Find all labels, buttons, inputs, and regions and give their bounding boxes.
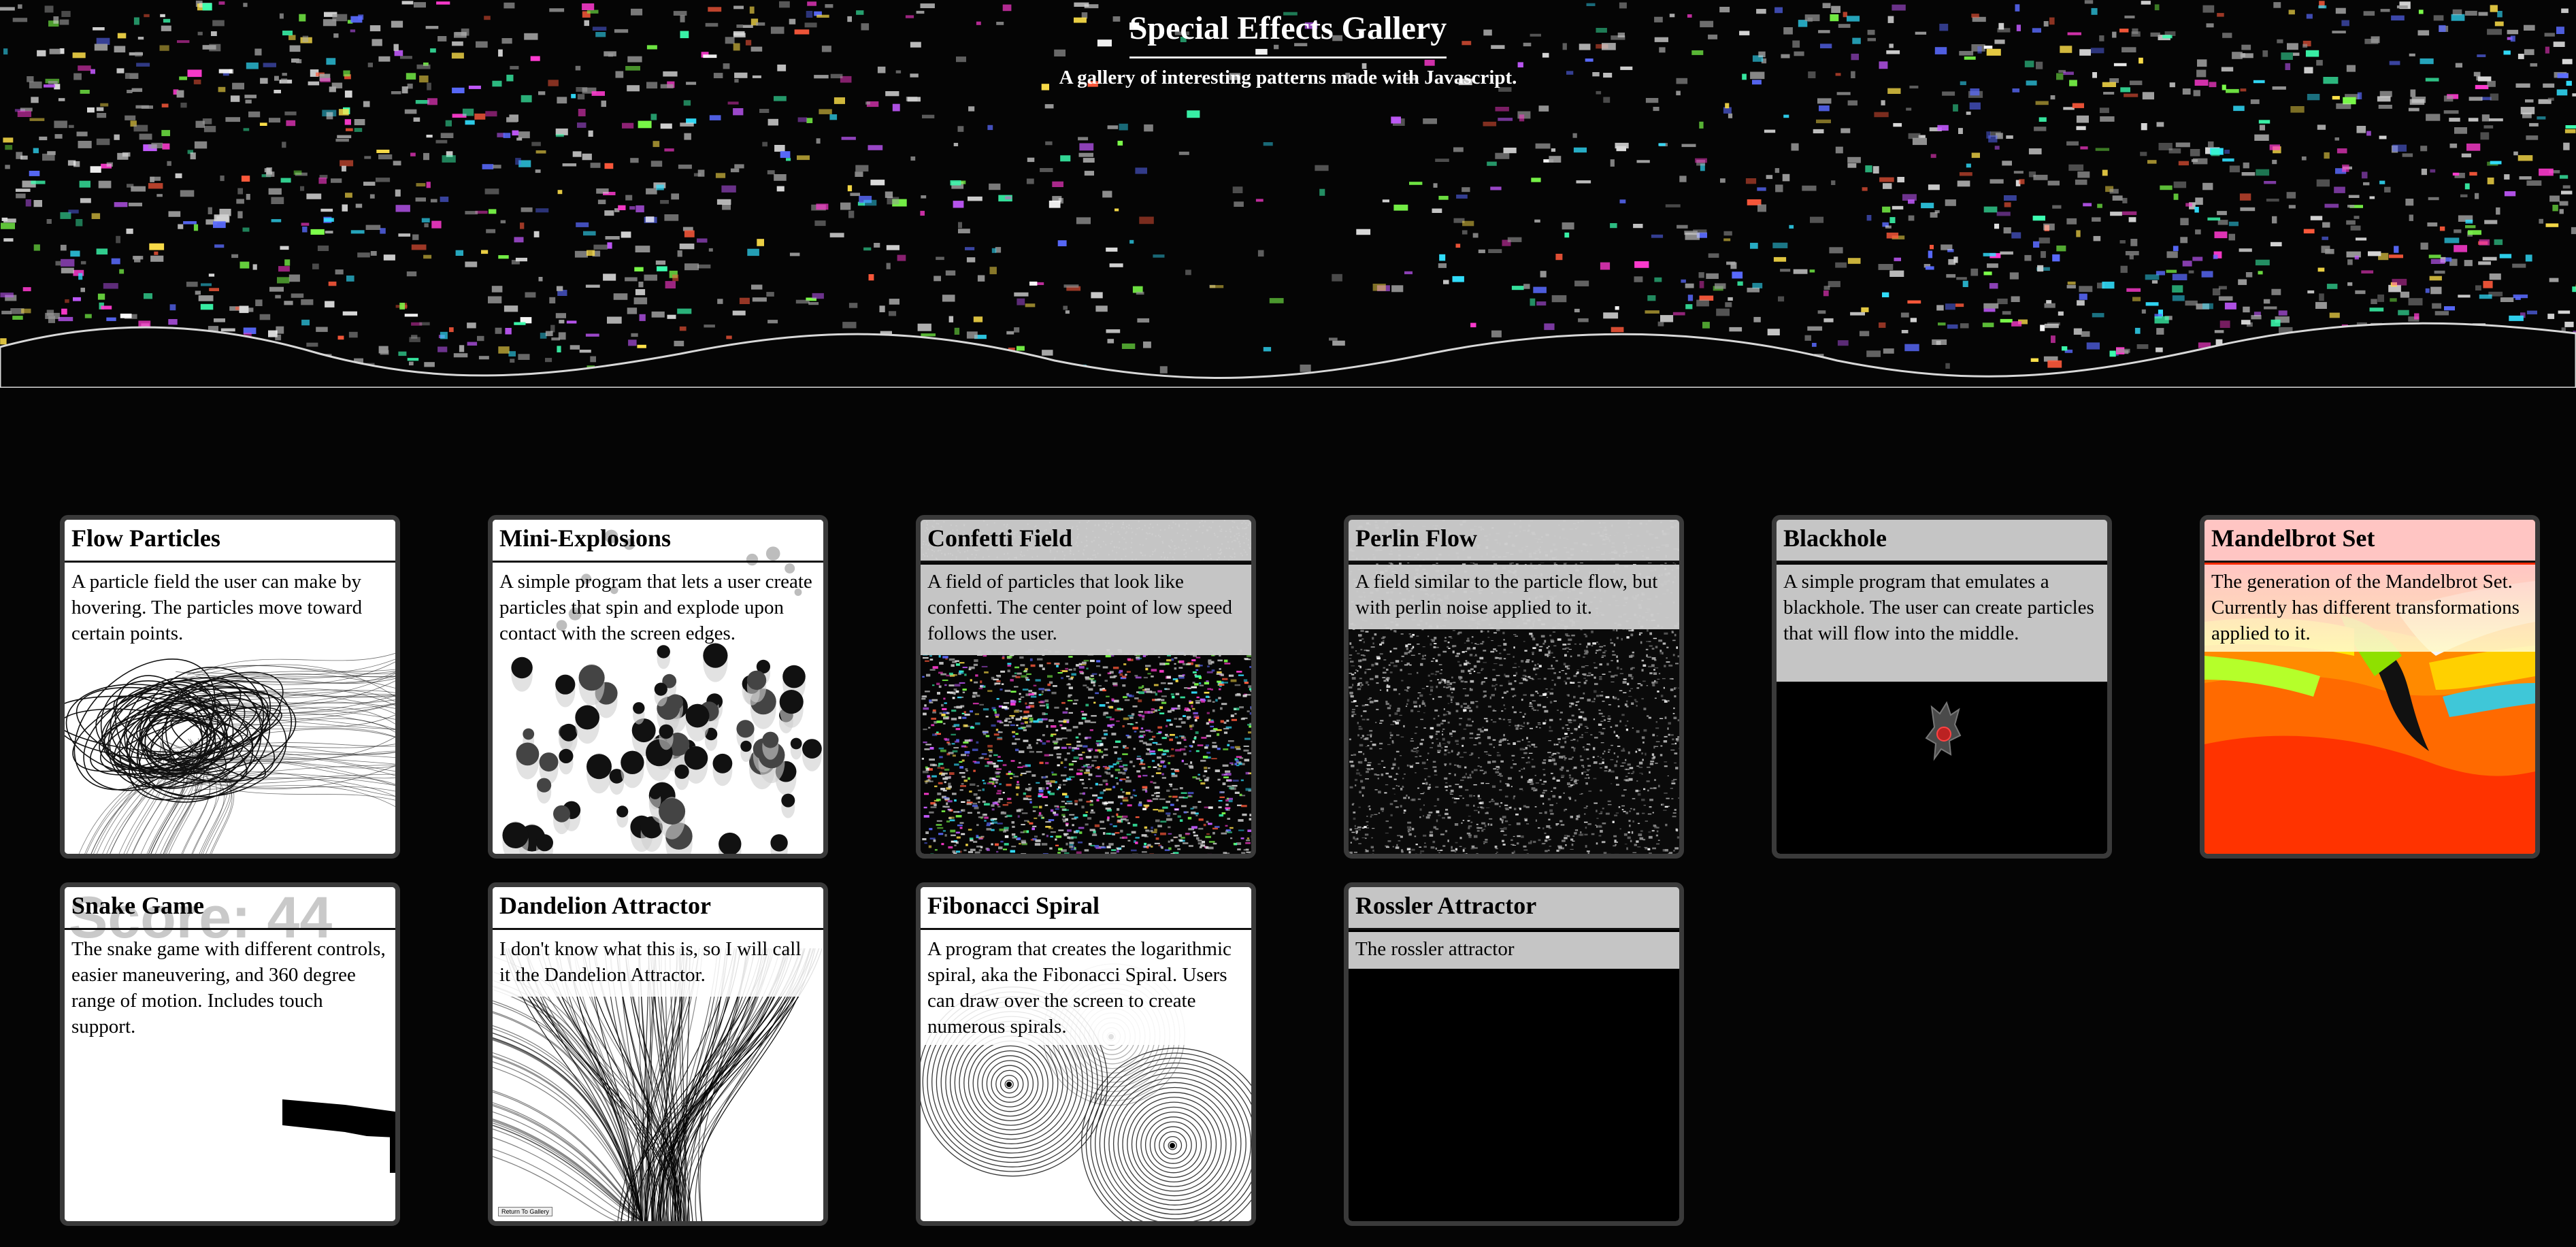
card-description: I don't know what this is, so I will cal… bbox=[493, 932, 823, 997]
card-description: A simple program that lets a user create… bbox=[499, 571, 812, 644]
card-title: Flow Particles bbox=[65, 520, 395, 563]
card-description: A simple program that emulates a blackho… bbox=[1777, 565, 2107, 682]
gallery-card-perlin-flow[interactable]: Perlin Flow A field similar to the parti… bbox=[1344, 515, 1684, 859]
snake-body bbox=[282, 1099, 395, 1137]
card-title: Mandelbrot Set bbox=[2205, 520, 2535, 563]
gallery-card-snake-game[interactable]: Score: 44 Snake Game The snake game with… bbox=[60, 882, 400, 1226]
wave-divider bbox=[0, 322, 2576, 388]
card-title: Rossler Attractor bbox=[1349, 887, 1679, 930]
page-title: Special Effects Gallery bbox=[0, 10, 2576, 59]
hero-banner: Special Effects Gallery A gallery of int… bbox=[0, 0, 2576, 388]
card-description: A program that creates the logarithmic s… bbox=[921, 932, 1251, 1045]
snake-game-art bbox=[65, 887, 395, 1221]
card-title: Fibonacci Spiral bbox=[921, 887, 1251, 930]
card-title: Blackhole bbox=[1777, 520, 2107, 563]
card-title: Mini-Explosions bbox=[493, 520, 823, 563]
page-subtitle: A gallery of interesting patterns made w… bbox=[1059, 67, 1517, 88]
card-title: Dandelion Attractor bbox=[493, 887, 823, 930]
gallery-card-fibonacci-spiral[interactable]: Fibonacci Spiral A program that creates … bbox=[916, 882, 1256, 1226]
card-description: A field similar to the particle flow, bu… bbox=[1349, 565, 1679, 629]
card-description: The rossler attractor bbox=[1349, 932, 1679, 969]
gallery-card-mandelbrot-set[interactable]: Mandelbrot Set The generation of the Man… bbox=[2200, 515, 2540, 859]
card-description: The generation of the Mandelbrot Set. Cu… bbox=[2205, 565, 2535, 652]
gallery-card-mini-explosions[interactable]: Mini-Explosions A simple program that le… bbox=[488, 515, 828, 859]
gallery-card-confetti-field[interactable]: Confetti Field A field of particles that… bbox=[916, 515, 1256, 859]
card-title: Snake Game bbox=[65, 887, 395, 930]
card-description: A particle field the user can make by ho… bbox=[65, 565, 395, 652]
card-description: The snake game with different controls, … bbox=[71, 938, 386, 1037]
gallery-card-flow-particles[interactable]: Flow Particles A particle field the user… bbox=[60, 515, 400, 859]
mini-explosions-art bbox=[493, 520, 823, 854]
snake-score-overlay: Score: 44 bbox=[69, 885, 333, 950]
card-description: A field of particles that look like conf… bbox=[921, 565, 1251, 655]
gallery-card-dandelion-attractor[interactable]: Dandelion Attractor I don't know what th… bbox=[488, 882, 828, 1226]
card-title: Confetti Field bbox=[921, 520, 1251, 563]
card-title: Perlin Flow bbox=[1349, 520, 1679, 563]
confetti-background bbox=[0, 0, 2576, 388]
gallery-card-blackhole[interactable]: Blackhole A simple program that emulates… bbox=[1772, 515, 2112, 859]
gallery-card-rossler-attractor[interactable]: Rossler Attractor The rossler attractor bbox=[1344, 882, 1684, 1226]
return-to-gallery-button[interactable]: Return To Gallery bbox=[498, 1207, 552, 1216]
